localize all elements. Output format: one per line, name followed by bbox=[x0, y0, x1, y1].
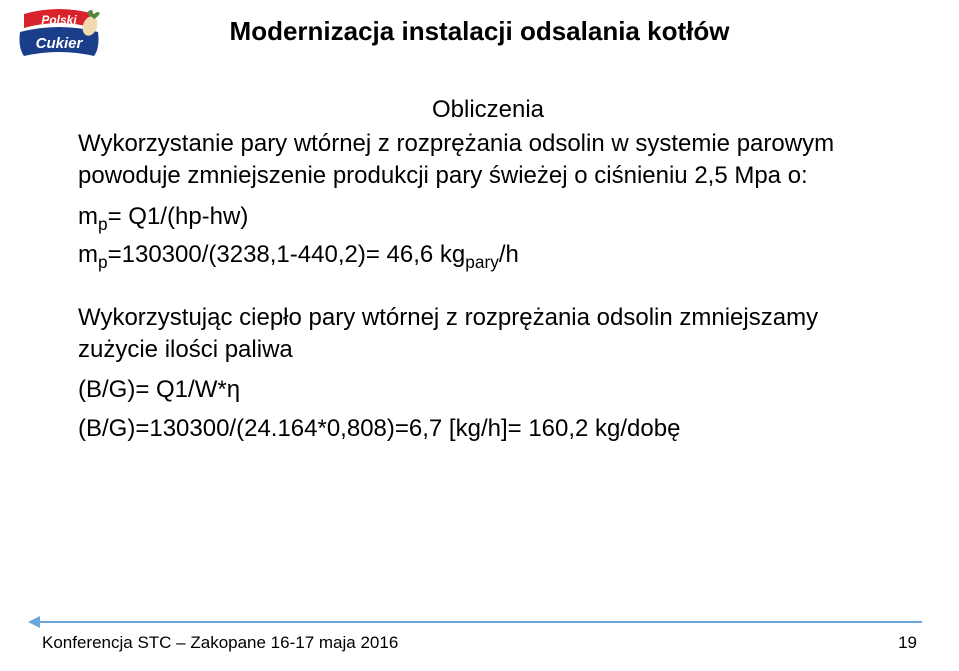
footer-text: Konferencja STC – Zakopane 16-17 maja 20… bbox=[42, 633, 398, 653]
formula-2-mid: =130300/(3238,1-440,2)= 46,6 kg bbox=[108, 241, 466, 268]
formula-1-sub: p bbox=[98, 214, 108, 234]
footer-divider bbox=[38, 621, 922, 623]
paragraph-1: Wykorzystanie pary wtórnej z rozprężania… bbox=[78, 128, 898, 193]
formula-1: mp= Q1/(hp-hw) bbox=[78, 201, 898, 233]
paragraph-2: Wykorzystując ciepło pary wtórnej z rozp… bbox=[78, 302, 898, 367]
formula-2: mp=130300/(3238,1-440,2)= 46,6 kgpary/h bbox=[78, 239, 898, 271]
slide-title: Modernizacja instalacji odsalania kotłów bbox=[0, 16, 959, 47]
slide-content: Obliczenia Wykorzystanie pary wtórnej z … bbox=[78, 96, 898, 451]
page-number: 19 bbox=[898, 633, 917, 653]
formula-2-post: /h bbox=[499, 241, 519, 268]
formula-2-pre: m bbox=[78, 241, 98, 268]
formula-1-pre: m bbox=[78, 203, 98, 230]
formula-1-post: = Q1/(hp-hw) bbox=[108, 203, 249, 230]
formula-2-sub2: pary bbox=[465, 252, 499, 272]
calc-header: Obliczenia bbox=[78, 96, 898, 124]
formula-3: (B/G)= Q1/W*η bbox=[78, 374, 898, 406]
formula-4: (B/G)=130300/(24.164*0,808)=6,7 [kg/h]= … bbox=[78, 413, 898, 445]
formula-2-sub: p bbox=[98, 252, 108, 272]
